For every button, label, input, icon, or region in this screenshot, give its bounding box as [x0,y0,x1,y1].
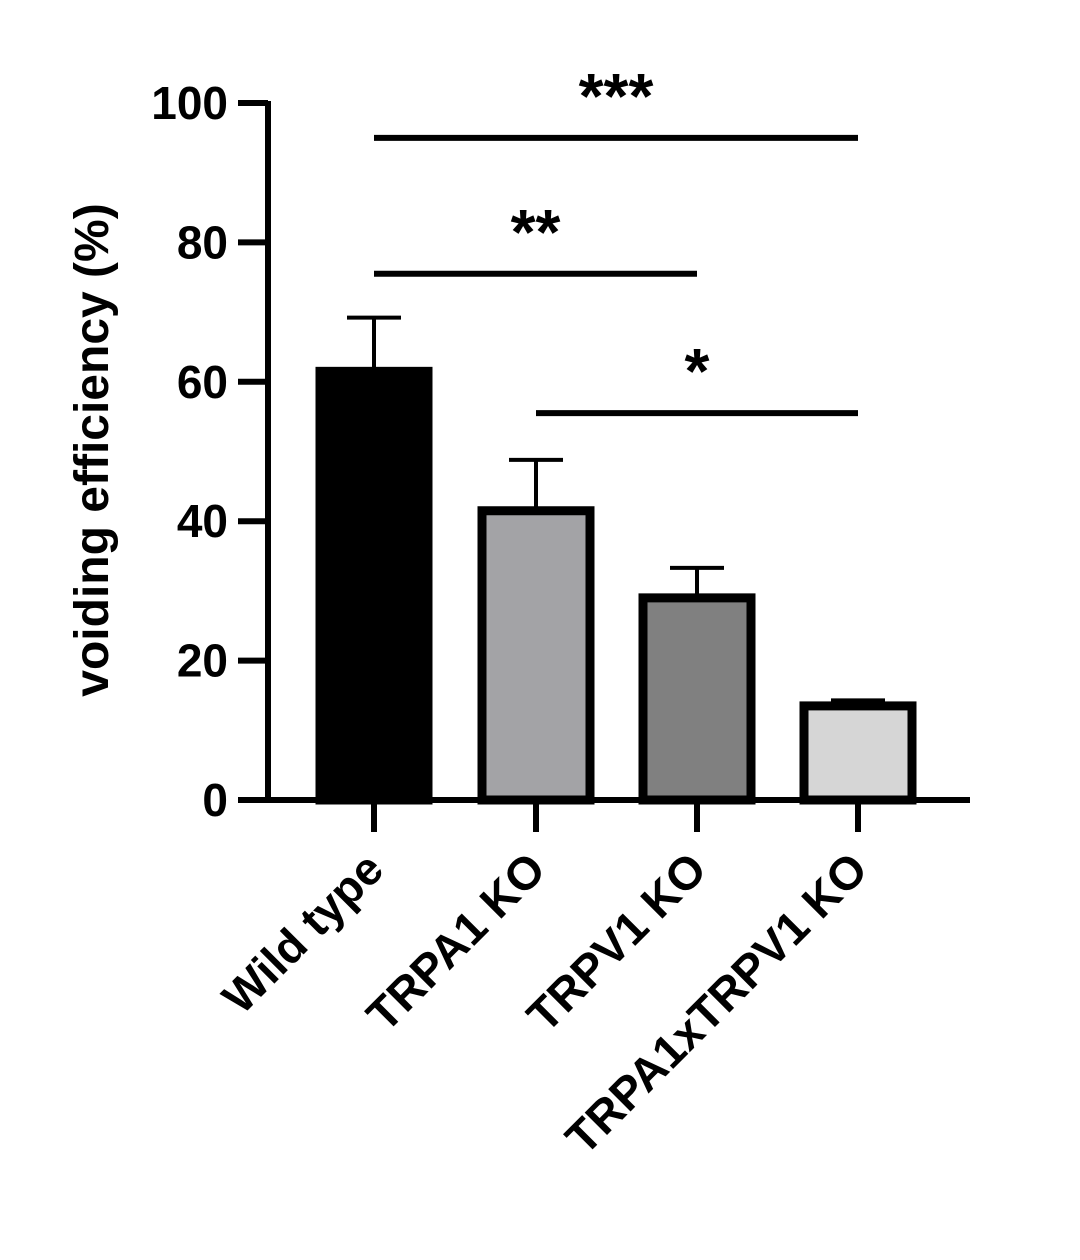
y-tick-label: 60 [177,356,228,408]
y-tick-label: 100 [151,77,228,129]
significance-label: *** [579,60,654,132]
bar [638,593,756,805]
bar [477,506,595,805]
y-axis-label: voiding efficiency (%) [66,203,119,696]
x-tick-label: TRPA1xTRPV1 KO [555,842,877,1164]
y-tick-label: 20 [177,635,228,687]
bar [799,701,917,805]
significance-label: ** [511,196,561,268]
y-tick-label: 40 [177,495,228,547]
y-tick-label: 80 [177,216,228,268]
y-tick-label: 0 [202,774,228,826]
bar [315,366,433,805]
significance-label: * [685,335,710,407]
